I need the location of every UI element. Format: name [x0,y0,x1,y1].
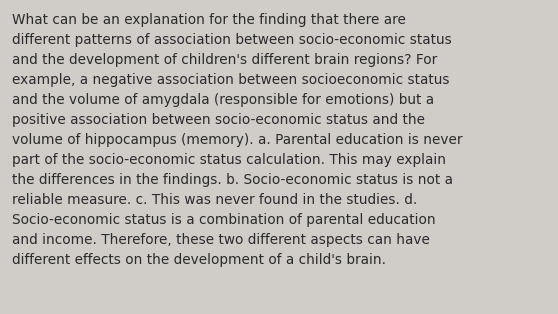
Text: What can be an explanation for the finding that there are
different patterns of : What can be an explanation for the findi… [12,13,463,267]
